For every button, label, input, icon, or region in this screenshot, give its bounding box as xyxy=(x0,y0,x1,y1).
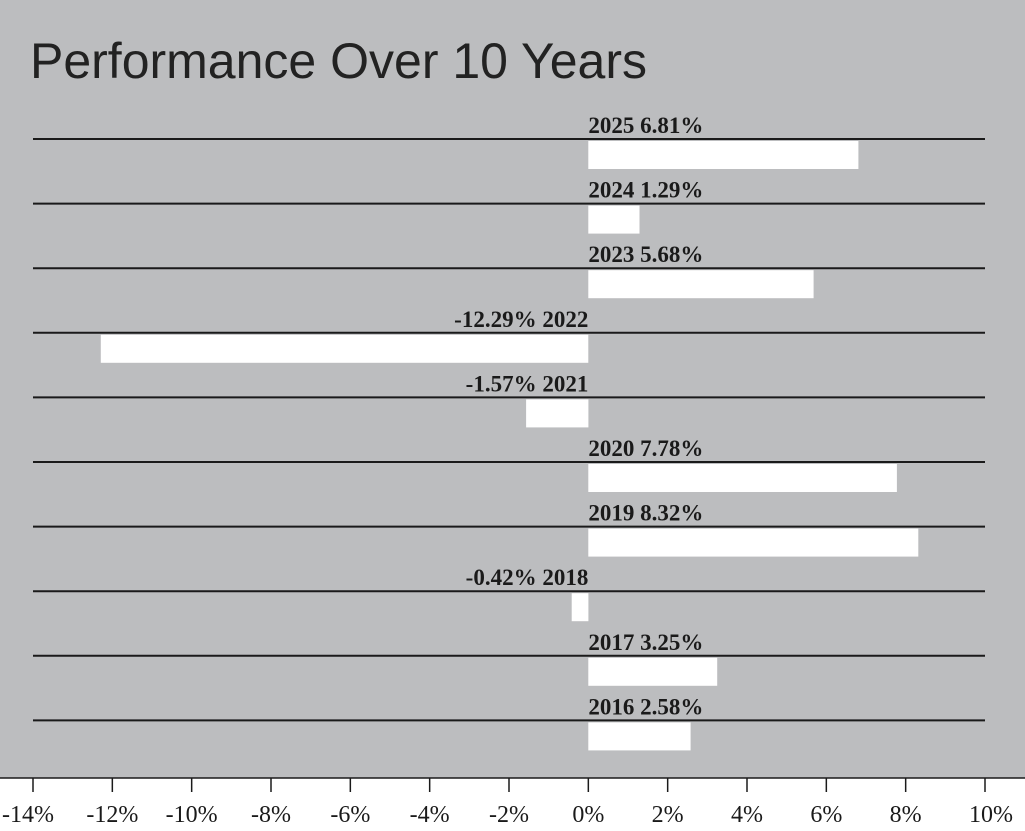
data-label-2017: 2017 3.25% xyxy=(588,630,703,655)
bar-row-2019: 2019 8.32% xyxy=(33,501,985,557)
x-tick-label: 10% xyxy=(969,802,1013,828)
data-label-2021: -1.57% 2021 xyxy=(466,371,589,396)
bar-rows: 2025 6.81% 2024 1.29% 2023 5.68% -12.29% 20… xyxy=(33,113,985,751)
bar-row-2021: -1.57% 2021 xyxy=(33,371,985,428)
x-tick-label: 2% xyxy=(652,802,684,828)
bar-row-2023: 2023 5.68% xyxy=(33,242,985,299)
data-label-2019: 2019 8.32% xyxy=(588,501,703,526)
bar-row-2025: 2025 6.81% xyxy=(33,113,985,169)
bar-2023 xyxy=(588,270,814,299)
x-tick-label: -6% xyxy=(330,802,370,828)
bar-2018 xyxy=(571,593,589,622)
data-label-2016: 2016 2.58% xyxy=(588,694,703,719)
bar-row-2016: 2016 2.58% xyxy=(33,694,985,751)
bar-2025 xyxy=(588,141,859,169)
x-tick-label: -12% xyxy=(86,802,138,828)
x-tick-label: 6% xyxy=(810,802,842,828)
bar-row-2022: -12.29% 2022 xyxy=(33,307,985,363)
chart-title: Performance Over 10 Years xyxy=(30,33,647,89)
data-label-2023: 2023 5.68% xyxy=(588,242,703,267)
x-tick-label: 0% xyxy=(572,802,604,828)
data-label-2022: -12.29% 2022 xyxy=(454,307,588,332)
bar-2021 xyxy=(526,399,589,428)
bar-2020 xyxy=(588,464,897,492)
data-label-2025: 2025 6.81% xyxy=(588,113,703,138)
data-label-2024: 2024 1.29% xyxy=(588,178,703,203)
x-tick-label: -2% xyxy=(489,802,529,828)
x-tick-label: -8% xyxy=(251,802,291,828)
x-axis: -14% -12% -10% -8% -6% -4% -2% 0% 2% 4% 6% 8% 10% xyxy=(2,778,1013,828)
x-tick-label: -10% xyxy=(166,802,218,828)
bar-2017 xyxy=(588,657,718,686)
bar-2016 xyxy=(588,722,691,751)
x-tick-label: -14% xyxy=(2,802,54,828)
bar-row-2017: 2017 3.25% xyxy=(33,630,985,686)
data-label-2018: -0.42% 2018 xyxy=(466,565,589,590)
bar-row-2024: 2024 1.29% xyxy=(33,178,985,234)
chart-panel-background xyxy=(0,0,1025,778)
data-label-2020: 2020 7.78% xyxy=(588,436,703,461)
bar-row-2020: 2020 7.78% xyxy=(33,436,985,492)
x-tick-label: 8% xyxy=(890,802,922,828)
x-tick-label: 4% xyxy=(731,802,763,828)
bar-row-2018: -0.42% 2018 xyxy=(33,565,985,622)
bar-2019 xyxy=(588,528,919,557)
x-tick-label: -4% xyxy=(410,802,450,828)
bar-2024 xyxy=(588,205,640,234)
bar-2022 xyxy=(100,334,589,363)
